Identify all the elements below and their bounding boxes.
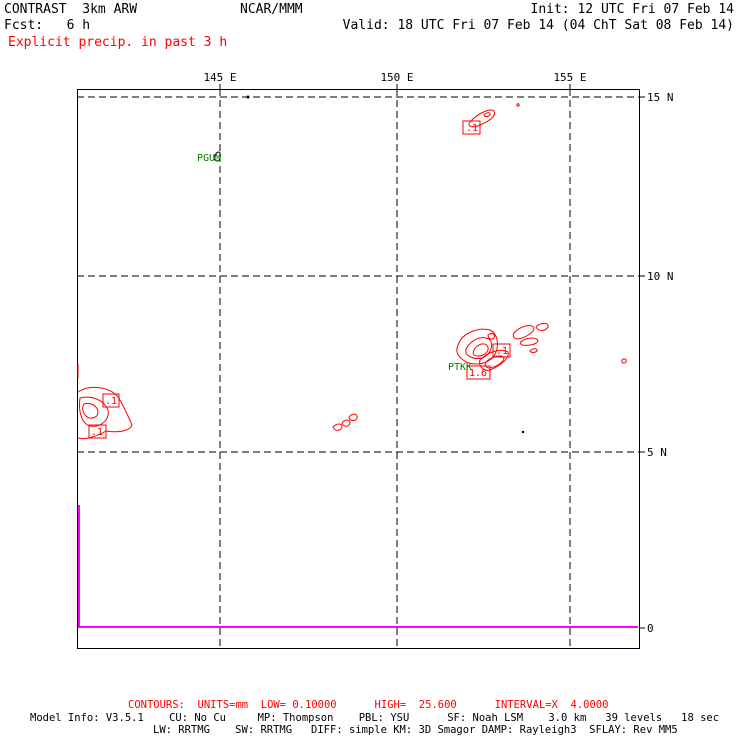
- lat-label: 15 N: [647, 91, 674, 104]
- contour-info: CONTOURS: UNITS=mm LOW= 0.10000 HIGH= 25…: [128, 699, 609, 711]
- plot-title: CONTRAST 3km ARW: [4, 2, 138, 17]
- guam-outline: [213, 151, 221, 162]
- contour-label-box: [102, 393, 120, 408]
- lat-label: 10 N: [647, 270, 674, 283]
- contour-chuuk: [456, 328, 498, 365]
- contour-label-box: [88, 424, 107, 439]
- contour-value-label: .1: [496, 346, 508, 357]
- contour-value-label: .1: [91, 427, 103, 438]
- model-info-line1: Model Info: V3.5.1 CU: No Cu MP: Thompso…: [30, 712, 720, 724]
- contour-label-box: [462, 120, 481, 135]
- model-info-line2: LW: RRTMG SW: RRTMG DIFF: simple KM: 3D …: [153, 724, 678, 736]
- contour-value-label: 1.6: [469, 368, 487, 379]
- lat-label: 5 N: [647, 446, 667, 459]
- valid-time: Valid: 18 UTC Fri 07 Feb 14 (04 ChT Sat …: [342, 18, 734, 33]
- lon-label: 150 E: [380, 71, 413, 84]
- center-label: NCAR/MMM: [240, 2, 303, 17]
- island-marks: [213, 95, 525, 434]
- lon-label: 155 E: [553, 71, 586, 84]
- contour-west: [77, 386, 133, 440]
- forecast-hour: Fcst: 6 h: [4, 18, 91, 33]
- station-label-pgum: PGUM: [197, 153, 221, 164]
- contour-north: [468, 109, 496, 128]
- contour-label-box: [466, 365, 491, 380]
- ticks: [219, 84, 645, 629]
- precip-contours: [77, 103, 627, 440]
- map-frame: [77, 89, 640, 649]
- init-time: Init: 12 UTC Fri 07 Feb 14: [530, 2, 735, 17]
- station-label-ptkk: PTKK: [448, 362, 472, 373]
- equator-boundary-line: [78, 505, 638, 628]
- contour-value-label: .1: [466, 123, 478, 134]
- field-title: Explicit precip. in past 3 h: [8, 35, 228, 50]
- lat-label: 0: [647, 622, 654, 635]
- contour-value-label: .1: [105, 396, 117, 407]
- lon-label: 145 E: [203, 71, 236, 84]
- graticule: [77, 89, 640, 648]
- contour-small: [332, 423, 343, 431]
- contour-label-box: [492, 343, 511, 358]
